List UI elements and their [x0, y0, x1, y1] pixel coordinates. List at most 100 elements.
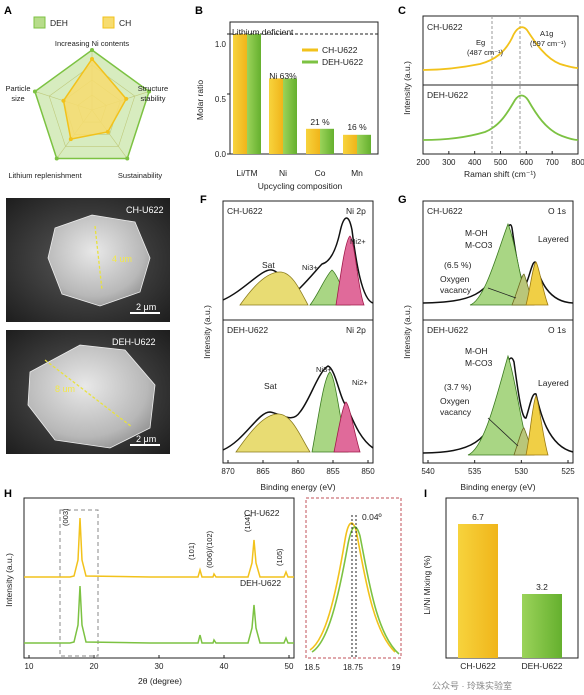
plot-frame-b	[229, 21, 379, 155]
bar-deh-u622-li-tm	[247, 34, 261, 154]
xtick-label: 860	[291, 467, 305, 476]
inset-xtick-0: 18.5	[304, 663, 320, 672]
legend-b-ch: CH-U622	[322, 45, 358, 55]
xlabel-h: 2θ (degree)	[138, 676, 182, 686]
radar-axis-ni: Increasing Ni contents	[55, 39, 129, 48]
panel-c-letter: C	[398, 5, 406, 17]
radar-point-deh	[54, 156, 59, 161]
moh-label-top: M-OH	[465, 228, 488, 238]
vacancy-word1-bottom: Oxygen	[440, 396, 470, 406]
sat-label-f-bottom: Sat	[264, 381, 277, 391]
size-marker-d	[94, 225, 103, 291]
xtick-label: 540	[421, 467, 435, 476]
ni2-label-f-top: Ni2+	[350, 237, 366, 246]
xtick-label: 800	[571, 158, 584, 167]
plot-frame-i	[445, 497, 579, 659]
radar-point-ch	[68, 137, 73, 142]
legend-label-ch: CH	[119, 18, 131, 28]
bar-chart-lini: 6.7 3.2	[445, 497, 579, 659]
xtick-label: 525	[561, 467, 575, 476]
ni2-label-f-bottom: Ni2+	[352, 378, 368, 387]
xtick-label: 865	[256, 467, 270, 476]
panel-i-letter: I	[424, 488, 427, 500]
xps-g-edge-bottom: O 1s	[548, 325, 566, 335]
xlabel-b: Upcycling composition	[258, 181, 343, 191]
xtick-label: 500	[494, 158, 508, 167]
xticks-f: 870 865 860 855 850	[221, 460, 375, 476]
bar-b-label-mn: 16 %	[347, 122, 367, 132]
sat-label-f-top: Sat	[262, 260, 275, 270]
cat-b-1: Ni	[279, 168, 287, 178]
xtick-label: 530	[515, 467, 529, 476]
bar-i-value: 6.7	[472, 512, 484, 522]
ylabel-b: Molar ratio	[195, 80, 205, 120]
vacancy-pointer-bottom	[487, 417, 519, 447]
inset-curve-deh	[311, 526, 400, 655]
sem-sample-e: DEH-U622	[112, 337, 156, 347]
ni3-label-f-bottom: Ni3+	[316, 365, 332, 374]
panel-d: D 4 um CH-U622 2 μm	[6, 198, 170, 322]
inset-shift-label: 0.04º	[362, 512, 382, 522]
ytick-b-0: 0.0	[215, 150, 227, 159]
layered-label-bottom: Layered	[538, 378, 569, 388]
radar-point-deh	[147, 89, 152, 94]
xticks-h: 10 20 30 40 50	[25, 655, 294, 671]
refl-105: (105)	[275, 548, 284, 566]
vacancy-word2-top: vacancy	[440, 285, 472, 295]
bar-deh-u622-ni	[283, 78, 297, 154]
mco3-label-top: M-CO3	[465, 240, 493, 250]
mco3-label-bottom: M-CO3	[465, 358, 493, 368]
panel-a: A DEH CH Increasing Ni contents Structur…	[4, 5, 168, 180]
xticks-c: 200 300 400 500 600 700 800	[416, 151, 584, 167]
cat-i-1: DEH-U622	[521, 661, 562, 671]
refl-006-102: (006)/(102)	[205, 530, 214, 568]
bar-i-value: 3.2	[536, 582, 548, 592]
scale-label-e: 2 μm	[136, 434, 156, 444]
xtick-label: 855	[326, 467, 340, 476]
xps-g-edge-top: O 1s	[548, 206, 566, 216]
xps-g-sample-top: CH-U622	[427, 206, 463, 216]
bar-ch-u622-mn	[343, 134, 357, 154]
radar-axis-structure-2: stability	[140, 94, 165, 103]
bar-ch-u622-co	[306, 128, 320, 154]
ylabel-h: Intensity (a.u.)	[4, 553, 14, 607]
peak-eg-sub: (487 cm⁻¹)	[467, 48, 504, 57]
ytick-b-05: 0.5	[215, 95, 227, 104]
panel-f: F CH-U622 Ni 2p Sat Ni3+ Ni2+ DEH-U622 N…	[200, 194, 375, 492]
plot-frame-g	[422, 200, 574, 464]
sat-peak-f-top	[239, 271, 309, 306]
ni2-peak-f-top	[335, 235, 365, 306]
xtick-label: 600	[520, 158, 534, 167]
fit-envelope-f-top	[222, 217, 374, 304]
size-label-d: 4 um	[112, 254, 132, 264]
peak-eg-label: Eg	[476, 38, 485, 47]
inset-frame-h	[305, 497, 402, 659]
ytick-b-1: 1.0	[215, 40, 227, 49]
panel-h-letter: H	[4, 488, 12, 500]
refl-104: (104)	[243, 514, 252, 532]
ni3-label-f-top: Ni3+	[302, 263, 318, 272]
refl-101: (101)	[187, 542, 196, 560]
ylabel-i: Li/Ni Mixing (%)	[422, 555, 432, 615]
radar-point-ch	[124, 96, 129, 101]
panel-h: H CH-U622 DEH-U622 (003) (101) (006)/(10…	[4, 488, 402, 686]
radar-axis-particle-2: size	[11, 94, 24, 103]
radar-axis-particle-1: Particle	[5, 84, 30, 93]
xps-f-sample-bottom: DEH-U622	[227, 325, 268, 335]
panel-g: G CH-U622 O 1s M-OH M-CO3 Layered (6.5 %…	[398, 194, 575, 492]
size-marker-e	[44, 359, 133, 428]
panel-f-letter: F	[200, 194, 207, 206]
cat-b-3: Mn	[351, 168, 363, 178]
xps-g-sample-bottom: DEH-U622	[427, 325, 468, 335]
radar-point-ch	[105, 129, 110, 134]
bar-deh-u622-mn	[357, 134, 371, 154]
sem-sample-d: CH-U622	[126, 205, 164, 215]
ylabel-c: Intensity (a.u.)	[402, 61, 412, 115]
xtick-label: 10	[25, 662, 34, 671]
xtick-label: 870	[221, 467, 235, 476]
radar-axis-structure-1: Structure	[138, 84, 168, 93]
radar-point-deh	[32, 89, 37, 94]
xps-f-edge-bottom: Ni 2p	[346, 325, 366, 335]
sem-particle-e	[27, 344, 156, 449]
layered-label-top: Layered	[538, 234, 569, 244]
